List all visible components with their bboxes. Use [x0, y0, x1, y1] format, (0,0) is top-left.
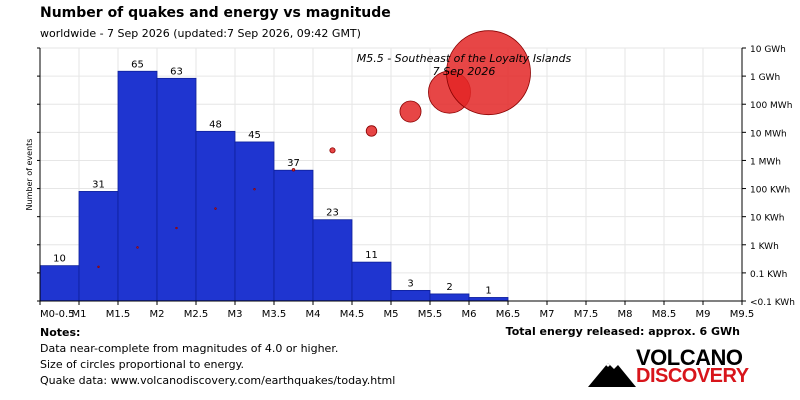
x-tick-label: M6.5: [496, 309, 521, 320]
bar-label-M4.5-5: 3: [407, 278, 413, 289]
bar-M3-3.5: [273, 169, 314, 302]
energy-axis-label: 10 MWh: [750, 129, 787, 139]
quake-chart: 10 31 65 63 48 45 37 23 11 3 2 1 M0-0.5M1 M1.5 M2 M2.5 M…: [25, 30, 795, 320]
bar-label-M2-2.5: 48: [209, 119, 222, 130]
x-tick-label: M2.5: [184, 309, 209, 320]
notes-heading: Notes:: [40, 326, 81, 339]
energy-axis-label: 10 GWh: [750, 45, 786, 55]
bar-M3.5-4: [312, 219, 353, 302]
volcano-discovery-logo: VOLCANO DISCOVERY: [588, 345, 758, 390]
logo-word-volcano: VOLCANO: [636, 345, 743, 370]
bar-label-M3-3.5: 37: [287, 158, 300, 169]
x-tick-label: M1.5: [106, 309, 131, 320]
x-tick-label: M3.5: [262, 309, 287, 320]
note-line-2: Size of circles proportional to energy.: [40, 358, 245, 371]
energy-axis-label: 1 KWh: [750, 242, 779, 252]
bar-label-M5.5-6: 1: [485, 285, 491, 296]
note-line-1: Data near-complete from magnitudes of 4.…: [40, 342, 339, 355]
bar-M1.5-2: [156, 77, 197, 302]
energy-axis-label: 1 GWh: [750, 73, 780, 83]
x-tick-label: M6: [462, 309, 477, 320]
bar-label-M1.5-2: 63: [170, 66, 183, 77]
bar-M5.5-6: [468, 297, 509, 302]
bar-M0-0.5: [39, 265, 80, 302]
total-energy: Total energy released: approx. 6 GWh: [505, 325, 740, 338]
energy-circle: [136, 246, 139, 249]
x-tick-label: M5: [384, 309, 399, 320]
energy-circle: [214, 207, 217, 210]
x-tick-label: M7: [540, 309, 555, 320]
annotation-line-1: M5.5 - Southeast of the Loyalty Islands: [357, 52, 572, 65]
bar-label-M0.5-1: 31: [92, 179, 105, 190]
x-tick-label: M4.5: [340, 309, 365, 320]
chart-subtitle: worldwide - 7 Sep 2026 (updated:7 Sep 20…: [40, 27, 361, 40]
energy-circle: [446, 30, 531, 116]
bar-M2-2.5: [195, 130, 236, 302]
bar-label-M3.5-4: 23: [326, 208, 339, 219]
x-tick-label: M0-0.5: [40, 309, 75, 320]
bar-label-M2.5-3: 45: [248, 130, 261, 141]
bar-M5-5.5: [429, 293, 470, 302]
bar-M4.5-5: [390, 289, 431, 302]
energy-axis-label: 100 MWh: [750, 101, 792, 111]
bar-label-M4-4.5: 11: [365, 250, 378, 261]
x-tick-label: M2: [150, 309, 165, 320]
bar-M0.5-1: [78, 191, 119, 302]
energy-axis-label: 10 KWh: [750, 214, 785, 224]
energy-axis-label: 100 KWh: [750, 186, 790, 196]
x-tick-label: M7.5: [574, 309, 599, 320]
energy-circle: [253, 188, 256, 191]
bar-label-M1-1.5: 65: [131, 59, 144, 70]
x-tick-label: M8: [618, 309, 633, 320]
bar-M1-1.5: [117, 70, 158, 302]
energy-circle: [329, 147, 336, 154]
notes-block: Notes: Data near-complete from magnitude…: [40, 325, 395, 389]
x-tick-label: M1: [72, 309, 87, 320]
energy-circle: [97, 265, 100, 269]
volcano-mountain-icon: [588, 363, 636, 387]
x-tick-label: M9: [696, 309, 711, 320]
x-tick-label: M9.5: [730, 309, 755, 320]
energy-axis-label: <0.1 KWh: [750, 298, 795, 308]
x-tick-label: M8.5: [652, 309, 677, 320]
energy-circle: [291, 168, 296, 172]
energy-axis-label: 0.1 KWh: [750, 270, 787, 280]
energy-axis-label: 1 MWh: [750, 157, 781, 167]
x-tick-label: M3: [228, 309, 243, 320]
energy-circle: [399, 100, 422, 123]
bar-M2.5-3: [234, 141, 275, 302]
note-line-3: Quake data: www.volcanodiscovery.com/ear…: [40, 374, 396, 387]
logo-word-discovery: DISCOVERY: [636, 365, 749, 387]
x-tick-label: M4: [306, 309, 321, 320]
x-tick-label: M5.5: [418, 309, 443, 320]
annotation-line-2: 7 Sep 2026: [433, 65, 496, 78]
energy-circle: [175, 226, 178, 230]
bar-label-M0-0.5: 10: [53, 254, 66, 265]
y-axis-label: Number of events: [25, 139, 34, 211]
bar-label-M5-5.5: 2: [446, 282, 452, 293]
bar-M4-4.5: [351, 261, 392, 302]
chart-title: Number of quakes and energy vs magnitude: [40, 5, 391, 21]
energy-circle: [365, 125, 378, 137]
